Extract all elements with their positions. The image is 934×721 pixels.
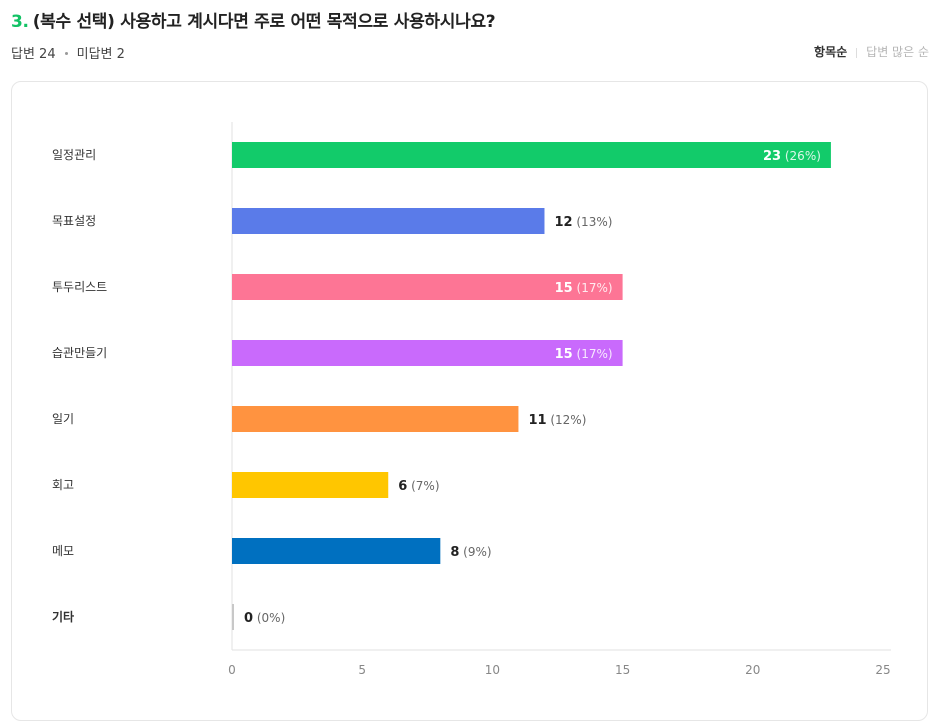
sort-by-answers-button[interactable]: 답변 많은 순 <box>866 45 929 59</box>
question-text: (복수 선택) 사용하고 계시다면 주로 어떤 목적으로 사용하시나요? <box>32 12 496 32</box>
data-label: 6 (7%) <box>398 479 439 494</box>
sort-options: 항목순 답변 많은 순 <box>814 43 929 60</box>
question-number: 3. <box>11 12 29 32</box>
answered-count: 답변 24 <box>11 47 56 62</box>
sort-divider <box>856 47 858 58</box>
x-tick-label: 20 <box>745 663 760 677</box>
bar-chart: 일정관리 23 (26%) 목표설정 12 (13%) 투두리스트 15 (17%) 습관만… <box>52 122 891 677</box>
data-label: 8 (9%) <box>450 545 491 560</box>
x-tick-label: 15 <box>615 663 630 677</box>
bar[interactable] <box>232 340 623 366</box>
chart-card: 일정관리 23 (26%) 목표설정 12 (13%) 투두리스트 15 (17%) 습관만… <box>11 81 928 721</box>
sort-by-item-button[interactable]: 항목순 <box>814 45 848 59</box>
question-title: 3. (복수 선택) 사용하고 계시다면 주로 어떤 목적으로 사용하시나요? <box>11 7 496 32</box>
data-label: 23 (26%) <box>763 149 821 164</box>
bar[interactable] <box>232 472 389 498</box>
unanswered-count: 미답변 2 <box>76 47 125 62</box>
x-tick-label: 5 <box>358 663 366 677</box>
bar[interactable] <box>232 406 519 432</box>
category-label: 습관만들기 <box>52 346 107 360</box>
category-label: 목표설정 <box>52 214 96 228</box>
bar[interactable] <box>232 208 545 234</box>
category-label: 메모 <box>52 544 74 558</box>
bar[interactable] <box>232 538 441 564</box>
data-label: 12 (13%) <box>554 215 612 230</box>
category-label: 기타 <box>52 609 74 624</box>
separator-dot <box>64 52 68 55</box>
category-label: 일기 <box>52 412 74 426</box>
x-tick-label: 0 <box>228 663 236 677</box>
bar[interactable] <box>232 142 831 168</box>
category-label: 일정관리 <box>52 148 96 162</box>
bar[interactable] <box>232 274 623 300</box>
data-label: 15 (17%) <box>555 281 613 296</box>
x-tick-label: 25 <box>875 663 890 677</box>
data-label: 15 (17%) <box>555 347 613 362</box>
bar[interactable] <box>232 604 234 630</box>
category-label: 회고 <box>52 478 74 492</box>
category-label: 투두리스트 <box>52 280 107 294</box>
response-summary: 답변 24 미답변 2 <box>11 43 125 62</box>
data-label: 11 (12%) <box>528 413 586 428</box>
x-tick-label: 10 <box>485 663 500 677</box>
data-label: 0 (0%) <box>244 611 285 626</box>
